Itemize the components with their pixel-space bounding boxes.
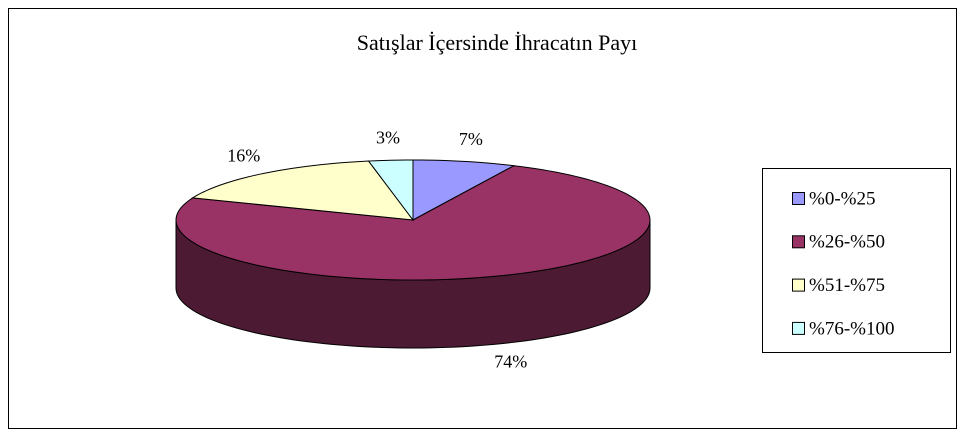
data-label: 7%	[459, 129, 483, 149]
legend-label: %0-%25	[809, 188, 875, 209]
legend-swatch	[792, 321, 805, 335]
legend-swatch	[792, 192, 805, 205]
legend-swatch	[792, 235, 805, 249]
data-label: 3%	[376, 127, 400, 147]
legend-label: %26-%50	[809, 232, 885, 253]
legend-swatch	[792, 278, 805, 292]
slice	[412, 159, 516, 221]
legend-label: %76-%100	[809, 318, 894, 339]
legend-label: %51-%75	[809, 275, 885, 296]
chart-title: Satışlar İçersinde İhracatın Payı	[357, 30, 637, 55]
slice	[191, 160, 415, 221]
slice	[367, 159, 414, 222]
slice	[175, 165, 651, 281]
data-label: 74%	[494, 351, 527, 371]
data-label: 16%	[227, 146, 260, 166]
